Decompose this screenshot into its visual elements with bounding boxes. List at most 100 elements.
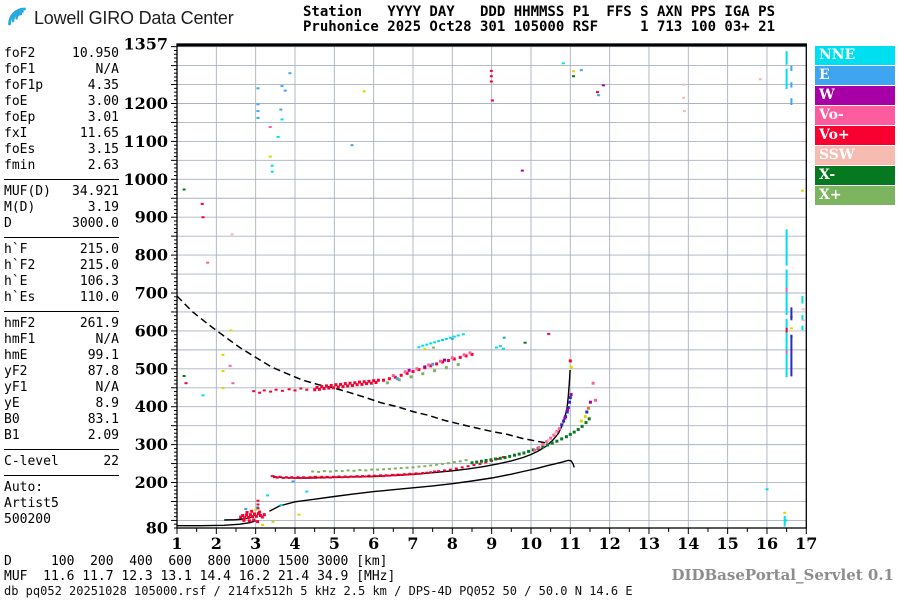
echo-point-F-trace X-mode-low xyxy=(446,462,450,465)
echo-point-specks xyxy=(256,507,260,510)
antenna-direction-legend: NNE E W Vo- Vo+ SSW X- X+ xyxy=(815,46,895,206)
echo-point-near-foF2-mixed xyxy=(557,427,561,431)
parameter-value: 3000.0 xyxy=(72,216,119,231)
echo-point-F-trace O-mode xyxy=(281,477,285,479)
echo-point-second-hop-F xyxy=(374,381,378,384)
echo-point-F-trace O-mode xyxy=(460,466,464,469)
parameter-value: 3.00 xyxy=(87,94,119,109)
rfi-segment xyxy=(785,287,788,293)
echo-point-specks xyxy=(201,394,205,397)
parameter-value: 4.35 xyxy=(87,78,119,93)
echo-point-F-trace X-mode-low xyxy=(328,470,332,473)
parameter-value: 110.0 xyxy=(79,290,119,305)
echo-point-F-trace O-mode xyxy=(328,476,332,479)
echo-point-F-trace O-mode xyxy=(372,474,376,477)
parameter-value: 11.65 xyxy=(79,126,119,141)
rfi-segment xyxy=(790,98,793,105)
echo-point-F-trace O-mode xyxy=(376,475,380,478)
echo-point-second-hop-rise-mixed xyxy=(446,359,450,362)
echo-point-F-trace O-mode xyxy=(325,475,329,478)
echo-point-F-trace O-mode xyxy=(299,477,303,479)
echo-point-specks xyxy=(489,80,493,83)
echo-point-second-hop-rise-mixed xyxy=(405,371,409,375)
echo-point-specks xyxy=(270,164,274,167)
parameter-row: h`E 106.3 xyxy=(4,274,119,290)
parameter-value: 22 xyxy=(103,454,119,469)
echo-point-specks xyxy=(256,499,260,502)
rfi-segment xyxy=(785,269,788,315)
echo-point-second-hop-tail xyxy=(299,387,303,390)
parameter-name: yF2 xyxy=(4,364,28,379)
echo-point-Es-trace xyxy=(258,510,262,514)
rfi-segment xyxy=(785,51,788,65)
echo-point-F-trace X-mode-high xyxy=(576,428,580,431)
echo-point-F-trace O-mode xyxy=(311,476,315,479)
echo-point-second-hop-rise-mixed xyxy=(433,369,437,373)
echo-point-F-trace O-mode xyxy=(484,461,488,464)
x-tick-label: 17 xyxy=(795,534,817,553)
echo-point-F-trace O-mode xyxy=(367,474,371,477)
echo-point-specks xyxy=(789,327,793,330)
echo-point-F-trace X-mode-low xyxy=(429,464,433,467)
echo-point-NNE-band xyxy=(417,346,421,349)
parameter-name: C-level xyxy=(4,454,59,469)
true-height-profile-E xyxy=(177,520,256,527)
parameter-name: fxI xyxy=(4,126,28,141)
parameter-value: 106.3 xyxy=(79,274,119,289)
echo-point-specks xyxy=(596,91,599,94)
echo-point-specks xyxy=(228,364,232,367)
parameter-row: C-level 22 xyxy=(4,454,119,470)
parameter-value: 3.15 xyxy=(87,142,119,157)
echo-point-specks xyxy=(221,370,225,373)
echo-point-second-hop-tail xyxy=(274,388,278,391)
echo-point-specks xyxy=(682,83,686,86)
echo-point-near-foF2-mixed xyxy=(586,406,590,410)
echo-point-second-hop-F xyxy=(369,381,373,385)
echo-point-near-foF2-mixed xyxy=(569,365,573,369)
echo-point-specks xyxy=(256,110,260,113)
echo-point-NNE-band xyxy=(444,337,448,340)
parameter-name: B1 xyxy=(4,428,20,443)
echo-point-specks xyxy=(765,488,769,491)
echo-point-second-hop-rise-mixed xyxy=(415,367,419,371)
echo-point-specks xyxy=(283,89,287,92)
echo-point-F-trace O-mode xyxy=(429,471,433,474)
echo-point-specks xyxy=(523,341,527,344)
echo-point-second-hop-tail xyxy=(305,388,309,391)
echo-point-near-foF2-mixed xyxy=(583,415,587,419)
echo-point-F-trace X-mode-low xyxy=(334,469,338,472)
echo-point-F-trace X-mode-high xyxy=(550,441,554,445)
echo-point-F-trace X-mode-low xyxy=(376,468,380,471)
echo-point-specks xyxy=(572,75,575,78)
echo-point-Es-trace xyxy=(243,516,247,520)
parameter-value: 261.9 xyxy=(79,316,119,331)
parameter-value: 3.01 xyxy=(87,110,119,125)
echo-point-second-hop-F xyxy=(317,387,321,391)
parameter-group: C-level 22 xyxy=(4,449,119,472)
echo-point-F-trace X-mode-high xyxy=(555,439,559,443)
legend-item-nne: NNE xyxy=(815,46,895,65)
echo-point-specks xyxy=(501,347,505,350)
echo-point-Es-trace xyxy=(256,520,260,524)
echo-point-Es-trace xyxy=(262,513,266,517)
x-tick-label: 3 xyxy=(250,534,261,553)
echo-point-specks xyxy=(423,348,427,351)
echo-point-specks xyxy=(450,337,454,340)
x-tick-label: 16 xyxy=(756,534,778,553)
parameter-name: foF1p xyxy=(4,78,44,93)
echo-point-F-trace O-mode xyxy=(414,472,418,475)
echo-point-specks xyxy=(520,169,524,172)
parameter-value: 10.950 xyxy=(72,46,119,61)
echo-point-specks xyxy=(256,87,260,90)
echo-point-NNE-band xyxy=(441,339,444,341)
echo-point-F-trace O-mode xyxy=(411,473,415,476)
parameter-row: M(D) 3.19 xyxy=(4,200,119,216)
echo-point-second-hop-rise-mixed xyxy=(464,354,468,358)
echo-point-Es-trace xyxy=(245,511,249,514)
echo-point-second-hop-F xyxy=(329,384,333,387)
echo-point-F-trace X-mode-low xyxy=(411,466,415,469)
parameter-row: h`F 215.0 xyxy=(4,242,119,258)
echo-point-F-trace X-mode-low xyxy=(464,459,468,462)
echo-point-second-hop-rise-mixed xyxy=(450,356,454,360)
echo-point-specks xyxy=(280,85,284,88)
